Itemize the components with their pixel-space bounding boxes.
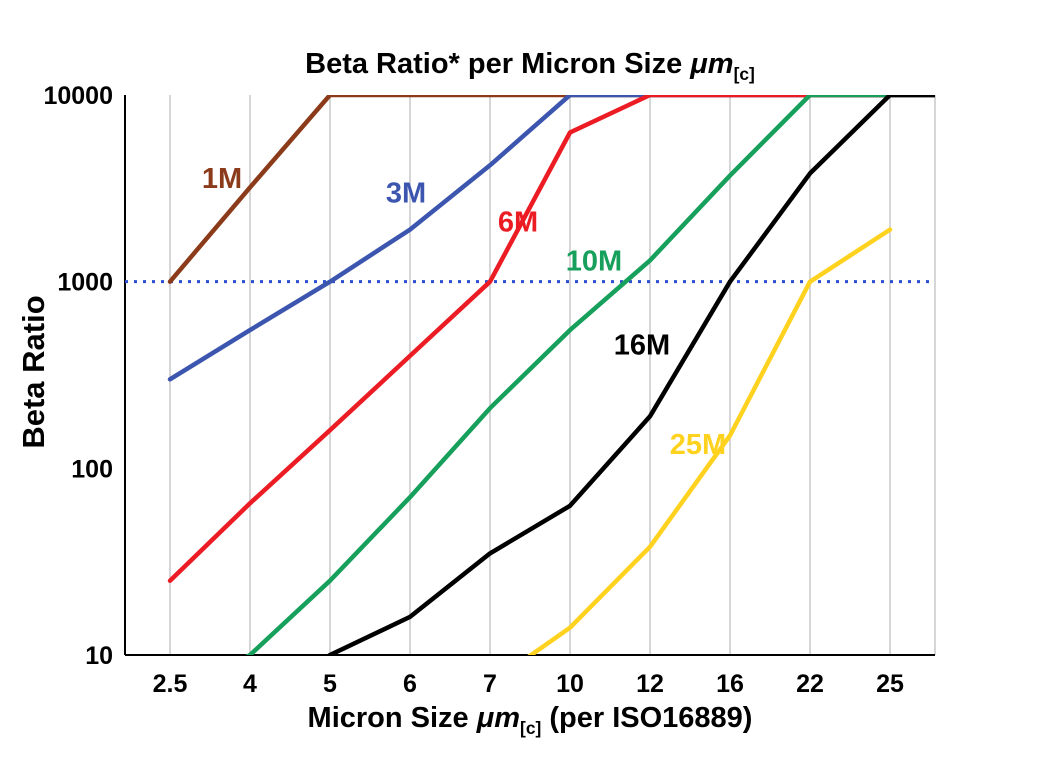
x-tick-label-5: 5 [323, 670, 337, 698]
y-tick-label-10000: 10000 [43, 82, 113, 110]
series-line-25M [527, 227, 893, 655]
series-label-3M: 3M [386, 178, 426, 210]
y-tick-label-10: 10 [85, 642, 113, 670]
x-tick-label-22: 22 [796, 670, 824, 698]
x-tick-label-6: 6 [403, 670, 417, 698]
series-label-1M: 1M [202, 163, 242, 195]
y-axis-title: Beta Ratio [16, 295, 51, 449]
x-axis-title-rest: (per ISO16889) [541, 702, 753, 734]
series-line-3M [167, 95, 935, 382]
chart-title-text: Beta Ratio* per Micron Size [305, 48, 691, 80]
y-tick-label-1000: 1000 [57, 269, 113, 297]
x-tick-label-4: 4 [243, 670, 257, 698]
x-tick-label-2.5: 2.5 [153, 670, 188, 698]
x-axis-title: Micron Size μm[c] (per ISO16889) [125, 702, 935, 739]
y-tick-label-100: 100 [71, 455, 113, 483]
series-line-10M [245, 95, 935, 655]
series-label-6M: 6M [498, 207, 538, 239]
x-tick-label-16: 16 [716, 670, 744, 698]
series-line-1M [167, 95, 935, 284]
x-axis-title-mu: μm [476, 702, 521, 734]
chart-title-subscript: [c] [733, 63, 755, 84]
x-tick-label-25: 25 [876, 670, 904, 698]
x-tick-label-7: 7 [483, 670, 497, 698]
series-label-16M: 16M [614, 330, 670, 362]
series-label-25M: 25M [670, 429, 726, 461]
series-group [167, 95, 935, 655]
x-axis-title-text: Micron Size [307, 702, 477, 734]
x-tick-label-12: 12 [636, 670, 664, 698]
x-tick-label-10: 10 [556, 670, 584, 698]
series-line-6M [167, 95, 935, 583]
series-line-16M [326, 95, 935, 655]
chart-title: Beta Ratio* per Micron Size μm[c] [125, 48, 935, 85]
x-axis-title-subscript: [c] [520, 717, 542, 738]
chart-title-mu: μm [690, 48, 734, 80]
series-label-10M: 10M [566, 245, 622, 277]
